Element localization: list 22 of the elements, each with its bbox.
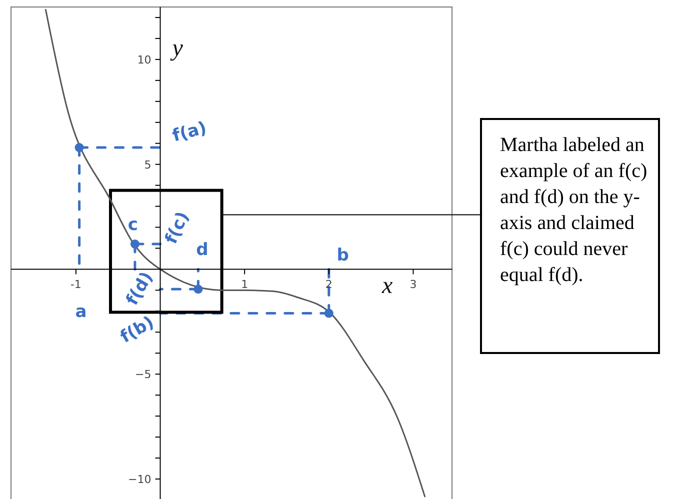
annotation: c xyxy=(128,215,138,236)
point xyxy=(194,284,203,294)
x-tick-label: 3 xyxy=(410,278,417,292)
annotation: a xyxy=(75,302,87,322)
annotation: f(a) xyxy=(170,118,209,146)
point xyxy=(324,308,334,318)
text: Martha labeled an example of an f(c) and f(d) on the y-axis and claimed f(c) could never equal f(d). xyxy=(480,118,660,354)
point xyxy=(130,240,140,249)
x-axis-title: x xyxy=(381,273,393,300)
x-tick-label: -1 xyxy=(70,278,82,292)
y-axis-title: y xyxy=(170,35,184,62)
y-tick-label: −5 xyxy=(135,368,152,382)
y-tick-label: 5 xyxy=(144,158,152,172)
annotation: f(c) xyxy=(161,208,194,248)
y-tick-label: 10 xyxy=(137,53,152,66)
x-tick-label: 1 xyxy=(241,278,248,292)
point xyxy=(74,143,84,152)
y-tick-label: −10 xyxy=(128,473,152,486)
x-tick-label: 2 xyxy=(325,278,332,292)
annotation: f(b) xyxy=(117,312,158,348)
annotation: d xyxy=(196,240,208,260)
annotation: b xyxy=(336,245,349,266)
